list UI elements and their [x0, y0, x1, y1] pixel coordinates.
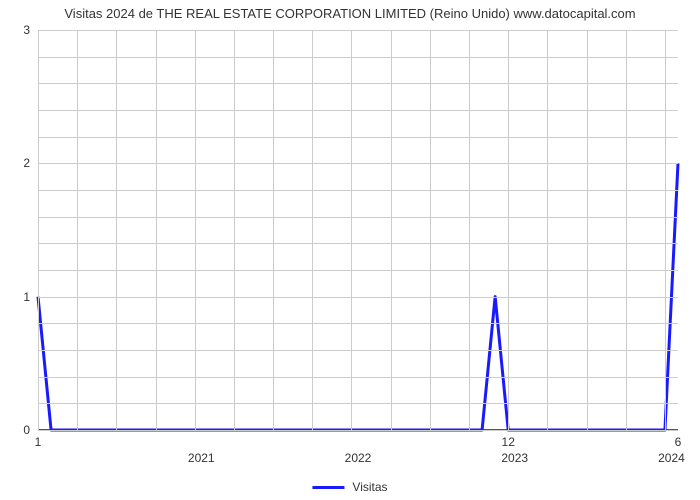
grid-line-v	[587, 30, 588, 430]
y-tick-label: 3	[23, 24, 30, 36]
grid-line-v	[195, 30, 196, 430]
data-point-label: 6	[675, 436, 682, 448]
chart-title: Visitas 2024 de THE REAL ESTATE CORPORAT…	[0, 6, 700, 21]
grid-line-h-minor	[38, 270, 678, 271]
grid-line-v	[77, 30, 78, 430]
legend-swatch	[312, 486, 344, 489]
grid-line-h-minor	[38, 83, 678, 84]
x-tick-year-label: 2021	[188, 452, 215, 464]
grid-line-h	[38, 297, 678, 298]
grid-line-h-minor	[38, 217, 678, 218]
grid-line-h-minor	[38, 403, 678, 404]
grid-line-v	[156, 30, 157, 430]
series-line	[38, 30, 678, 430]
grid-line-v	[38, 30, 39, 430]
grid-line-v	[273, 30, 274, 430]
plot-area: 012320212022202320241126	[38, 30, 678, 430]
grid-line-h	[38, 30, 678, 31]
y-tick-label: 2	[23, 157, 30, 169]
data-point-label: 12	[502, 436, 515, 448]
x-tick-year-label: 2022	[345, 452, 372, 464]
grid-line-h	[38, 163, 678, 164]
grid-line-h-minor	[38, 350, 678, 351]
grid-line-v	[234, 30, 235, 430]
x-tick-year-label: 2024	[658, 452, 685, 464]
grid-line-v	[312, 30, 313, 430]
legend-label: Visitas	[352, 480, 387, 494]
y-tick-label: 0	[23, 424, 30, 436]
grid-line-h-minor	[38, 377, 678, 378]
grid-line-v	[116, 30, 117, 430]
legend: Visitas	[312, 480, 387, 494]
y-tick-label: 1	[23, 291, 30, 303]
grid-line-h-minor	[38, 190, 678, 191]
grid-line-v	[665, 30, 666, 430]
grid-line-v	[469, 30, 470, 430]
grid-line-h-minor	[38, 243, 678, 244]
grid-line-v	[391, 30, 392, 430]
data-point-label: 1	[35, 436, 42, 448]
grid-line-v	[430, 30, 431, 430]
visits-line-chart: Visitas 2024 de THE REAL ESTATE CORPORAT…	[0, 0, 700, 500]
grid-line-v	[351, 30, 352, 430]
grid-line-v	[626, 30, 627, 430]
grid-line-v	[508, 30, 509, 430]
grid-line-h-minor	[38, 57, 678, 58]
grid-line-h-minor	[38, 137, 678, 138]
x-tick-year-label: 2023	[501, 452, 528, 464]
grid-line-v	[547, 30, 548, 430]
grid-line-h	[38, 430, 678, 431]
grid-line-h-minor	[38, 323, 678, 324]
grid-line-h-minor	[38, 110, 678, 111]
